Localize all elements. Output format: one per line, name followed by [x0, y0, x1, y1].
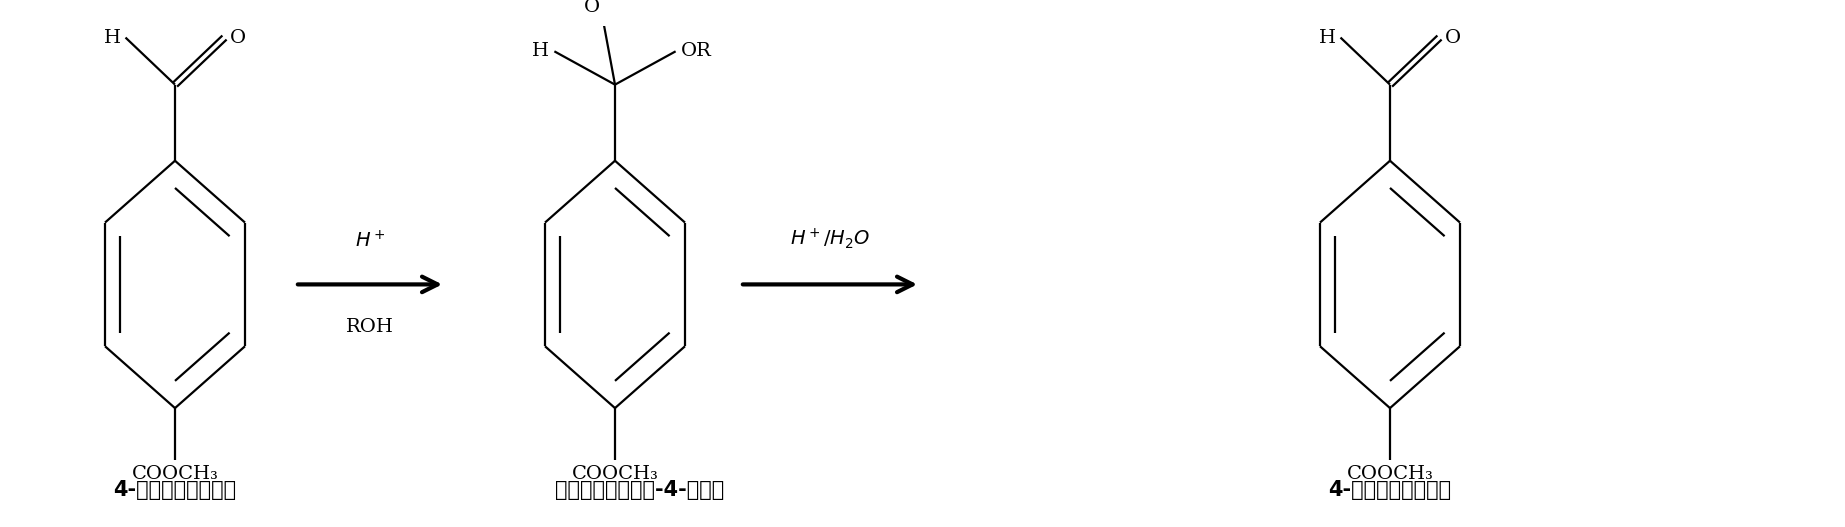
- Text: H: H: [533, 42, 550, 60]
- Text: COOCH₃: COOCH₃: [572, 465, 659, 483]
- Text: H: H: [103, 28, 120, 46]
- Text: $H^+/H_2O$: $H^+/H_2O$: [790, 227, 871, 251]
- Text: 4-甲酰基苯甲酸甲酯: 4-甲酰基苯甲酸甲酯: [113, 481, 236, 500]
- Text: O: O: [229, 28, 245, 46]
- Text: COOCH₃: COOCH₃: [1347, 465, 1434, 483]
- Text: O: O: [583, 0, 600, 16]
- Text: COOCH₃: COOCH₃: [131, 465, 218, 483]
- Text: O: O: [1445, 28, 1461, 46]
- Text: H: H: [1319, 28, 1336, 46]
- Text: ROH: ROH: [347, 318, 395, 336]
- Text: OR: OR: [681, 42, 712, 60]
- Text: 苯甲醛二烷基缩醛-4-乙酸酯: 苯甲醛二烷基缩醛-4-乙酸酯: [555, 481, 725, 500]
- Text: 4-甲酰基苯甲酸甲酯: 4-甲酰基苯甲酸甲酯: [1328, 481, 1452, 500]
- Text: $H^+$: $H^+$: [354, 230, 386, 251]
